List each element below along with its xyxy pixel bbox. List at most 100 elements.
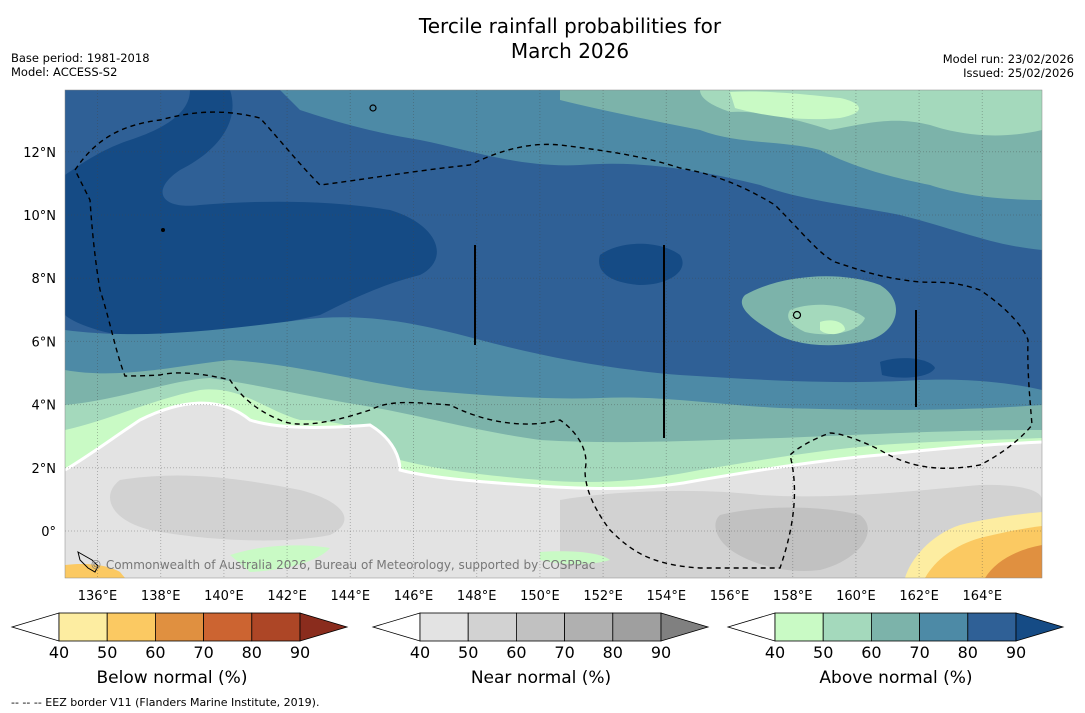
colorbar-tick-label: 50	[97, 643, 117, 662]
latitude-label: 0°	[41, 525, 56, 540]
model-info: Base period: 1981-2018 Model: ACCESS-S2	[11, 51, 150, 79]
colorbar-extend-low	[371, 612, 421, 642]
run-info: Model run: 23/02/2026 Issued: 25/02/2026	[943, 52, 1074, 80]
longitude-label: 136°E	[78, 589, 118, 604]
below-60-region-se	[985, 545, 1042, 578]
latitude-labels: 12°N 10°N 8°N 6°N 4°N 2°N 0°	[23, 146, 56, 540]
colorbar-tick-label: 90	[290, 643, 310, 662]
chart-title: Tercile rainfall probabilities for March…	[370, 14, 770, 64]
colorbar-segment	[58, 612, 108, 642]
longitude-label: 158°E	[773, 589, 813, 604]
colorbar-above-label: Above normal (%)	[819, 668, 973, 688]
latitude-label: 8°N	[32, 272, 57, 287]
colorbar-tick-label: 50	[458, 643, 478, 662]
longitude-label: 140°E	[204, 589, 244, 604]
longitude-labels: 136°E 138°E 140°E 142°E 144°E 146°E 148°E 150°E…	[78, 589, 1002, 604]
latitude-label: 6°N	[32, 335, 57, 350]
colorbar-segment	[154, 612, 204, 642]
longitude-label: 162°E	[899, 589, 939, 604]
colorbar-segment	[564, 612, 614, 642]
island-coastline-sw	[77, 550, 99, 573]
map-frame	[64, 89, 1043, 579]
longitude-label: 142°E	[267, 589, 307, 604]
colorbar-tick-label: 60	[506, 643, 526, 662]
colorbar-extend-high	[299, 612, 349, 642]
colorbar-segment	[919, 612, 969, 642]
above-90-patch-central	[599, 243, 683, 285]
colorbar-tick-label: 60	[145, 643, 165, 662]
colorbar-tick-label: 70	[554, 643, 574, 662]
latitude-label: 10°N	[23, 209, 56, 224]
longitude-label: 148°E	[457, 589, 497, 604]
colorbar-tick-label: 70	[909, 643, 929, 662]
longitude-label: 156°E	[710, 589, 750, 604]
model-name: Model: ACCESS-S2	[11, 65, 118, 79]
latitude-label: 4°N	[32, 399, 57, 414]
near-50-patch-west	[110, 475, 345, 541]
longitude-label: 154°E	[647, 589, 687, 604]
colorbar-segment	[822, 612, 872, 642]
model-run-date: Model run: 23/02/2026	[942, 52, 1074, 66]
base-period: Base period: 1981-2018	[11, 51, 150, 65]
colorbar-tick-label: 90	[651, 643, 671, 662]
colorbar-tick-label: 90	[1006, 643, 1026, 662]
colorbar-tick-label: 80	[958, 643, 978, 662]
colorbar-segment	[467, 612, 517, 642]
colorbar-segment	[516, 612, 566, 642]
map-field	[65, 90, 1042, 578]
longitude-label: 152°E	[583, 589, 623, 604]
above-90-patch-east	[880, 358, 935, 378]
longitude-label: 146°E	[394, 589, 434, 604]
colorbar-tick-label: 80	[603, 643, 623, 662]
colorbars: 40 50 60 70 80 90 40 50 60 70 80 90 40 50 60 70 80 90	[10, 612, 1065, 662]
colorbar-segment	[774, 612, 824, 642]
above-40-region-north	[730, 91, 859, 120]
longitude-label: 150°E	[520, 589, 560, 604]
colorbar-tick-label: 80	[242, 643, 262, 662]
latitude-label: 12°N	[23, 146, 56, 161]
island-marker	[369, 104, 377, 112]
colorbar-extend-low	[726, 612, 776, 642]
above-40-patch-south	[230, 545, 330, 572]
issued-date: Issued: 25/02/2026	[963, 66, 1074, 80]
colorbar-segment	[106, 612, 156, 642]
above-50-patch-east	[788, 304, 865, 335]
longitude-label: 164°E	[963, 589, 1003, 604]
island-marker	[161, 228, 165, 232]
colorbar-segment	[419, 612, 469, 642]
colorbar-tick-label: 40	[765, 643, 785, 662]
above-90-region-west	[65, 90, 437, 337]
colorbar-below-label: Below normal (%)	[96, 668, 248, 688]
above-80-patch-nw	[65, 90, 190, 175]
eez-footnote: -- -- -- EEZ border V11 (Flanders Marine…	[11, 696, 320, 709]
above-40-patch-south-2	[540, 551, 610, 565]
title-line-2: March 2026	[510, 39, 630, 63]
colorbar-tick-label: 40	[410, 643, 430, 662]
colorbar-tick-label: 50	[813, 643, 833, 662]
colorbar-extend-high	[660, 612, 710, 642]
colorbar-tick-label: 70	[193, 643, 213, 662]
colorbar-tick-label: 40	[49, 643, 69, 662]
near-60-patch	[715, 507, 868, 571]
eez-border	[74, 111, 1033, 569]
longitude-label: 138°E	[141, 589, 181, 604]
colorbar-segment	[612, 612, 662, 642]
latitude-label: 2°N	[32, 462, 57, 477]
colorbar-extend-low	[10, 612, 60, 642]
island-marker	[792, 310, 802, 320]
above-40-patch-east	[820, 320, 845, 335]
tercile-boundary	[65, 401, 1042, 490]
longitude-label: 144°E	[331, 589, 371, 604]
colorbar-segment	[871, 612, 921, 642]
graticule	[65, 90, 1042, 578]
colorbar-segment	[203, 612, 253, 642]
colorbar-segment	[251, 612, 301, 642]
colorbar-extend-high	[1015, 612, 1065, 642]
map-credit: © Commonwealth of Australia 2026, Bureau…	[90, 558, 596, 572]
title-line-1: Tercile rainfall probabilities for	[418, 14, 722, 38]
longitude-label: 160°E	[836, 589, 876, 604]
colorbar-near-label: Near normal (%)	[470, 668, 612, 688]
colorbar-tick-label: 60	[861, 643, 881, 662]
colorbar-segment	[967, 612, 1017, 642]
